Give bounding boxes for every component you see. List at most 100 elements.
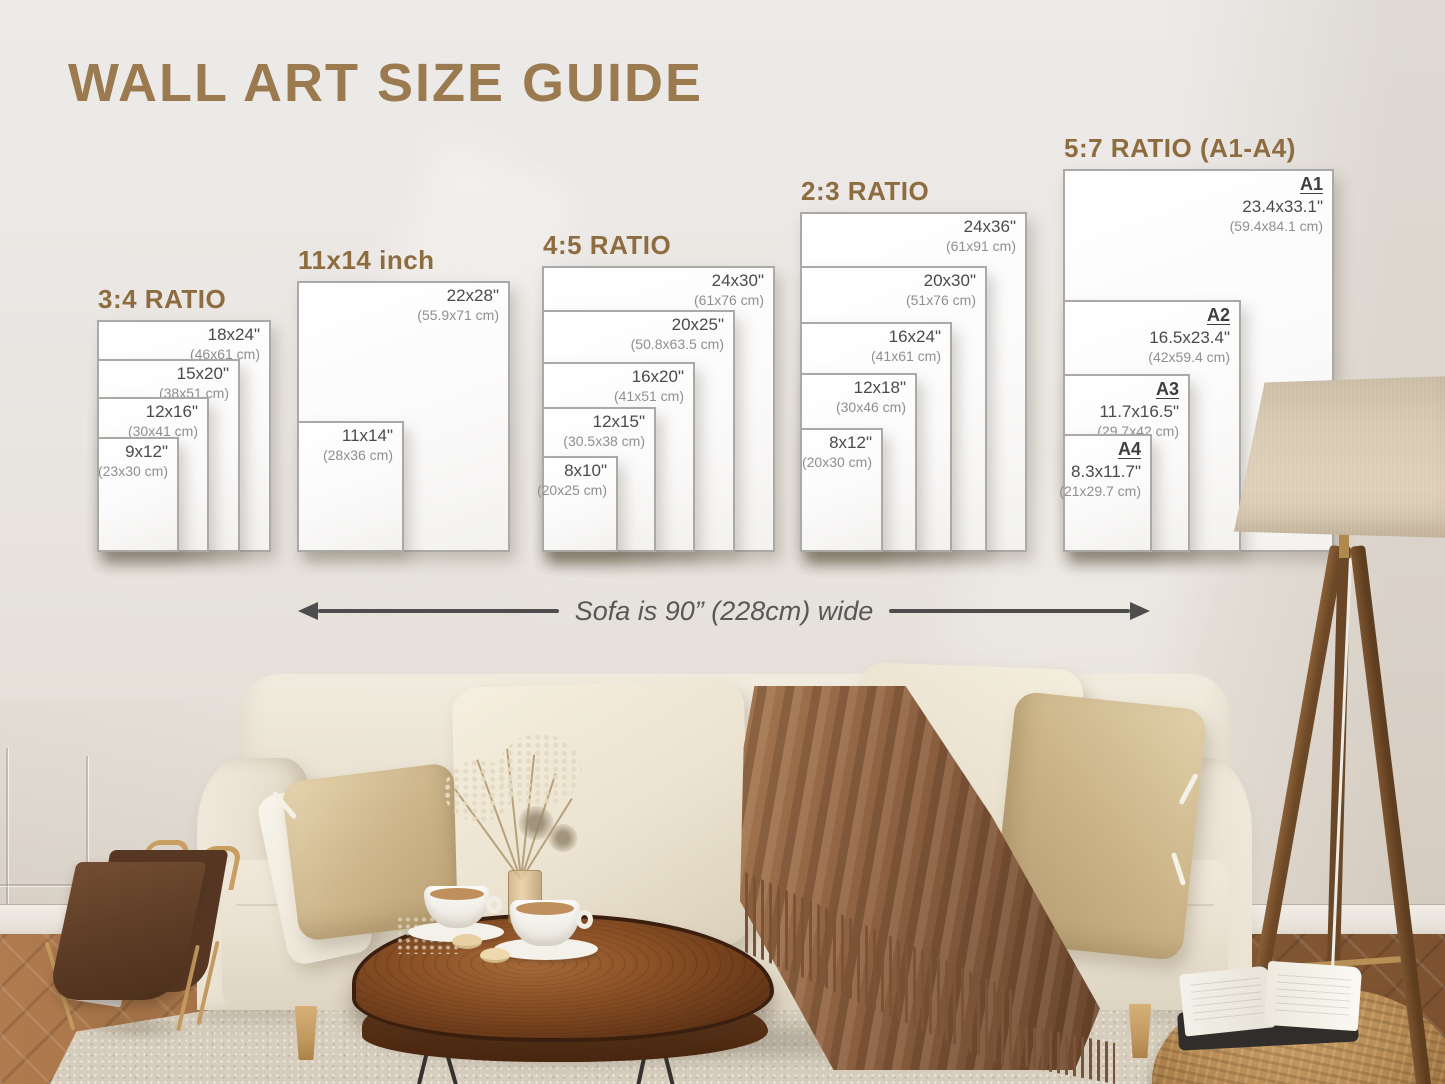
- frame-size-inches: 22x28": [446, 286, 499, 305]
- panel-4-5-ratio: 4:5 RATIO 24x30" (61x76 cm) 20x25" (50.8x63…: [537, 230, 775, 552]
- frame-label: 8x10" (20x25 cm): [537, 460, 607, 499]
- frame-label: A1 23.4x33.1" (59.4x84.1 cm): [1230, 173, 1323, 235]
- size-frame-9x12: 9x12" (23x30 cm): [97, 437, 179, 552]
- frame-label: 22x28" (55.9x71 cm): [417, 285, 499, 324]
- paper-size-tag: A1: [1299, 174, 1323, 194]
- dried-flower-puff: [498, 734, 582, 806]
- cup-handle: [576, 910, 593, 929]
- frame-label: 12x16" (30x41 cm): [128, 401, 198, 440]
- frame-size-cm: (46x61 cm): [189, 346, 260, 362]
- frame-size-inches: 11x14": [341, 426, 393, 445]
- size-frame-a4: A4 8.3x11.7" (21x29.7 cm): [1059, 434, 1152, 552]
- frame-size-cm: (50.8x63.5 cm): [630, 336, 724, 352]
- panel-2-3-ratio: 2:3 RATIO 24x36" (61x91 cm) 20x30" (51x76 c…: [800, 178, 1027, 552]
- frame-size-inches: 16x20": [631, 367, 684, 386]
- cup-handle: [486, 896, 502, 914]
- frame-size-inches: 8.3x11.7": [1071, 462, 1141, 481]
- frame-label: 24x36" (61x91 cm): [946, 216, 1016, 255]
- wainscot-groove: [6, 748, 8, 938]
- book-page: [1263, 960, 1363, 1032]
- frame-label: 18x24" (46x61 cm): [190, 324, 260, 363]
- frame-size-inches: 8x10": [564, 461, 607, 480]
- dimension-line: [889, 609, 1130, 613]
- frame-size-cm: (30.5x38 cm): [563, 433, 645, 449]
- frame-stack: 18x24" (46x61 cm) 15x20" (38x51 cm) 12x16" (3…: [97, 320, 271, 552]
- frame-size-cm: (55.9x71 cm): [417, 307, 499, 323]
- paper-size-tag: A4: [1117, 439, 1141, 459]
- panel-title: 3:4 RATIO: [98, 284, 227, 314]
- frame-size-inches: 12x16": [145, 402, 198, 421]
- sofa-width-annotation: Sofa is 90” (228cm) wide: [298, 590, 1150, 632]
- page-title: WALL ART SIZE GUIDE: [68, 53, 704, 113]
- lamp-finial: [1339, 530, 1349, 558]
- frame-size-inches: 12x15": [592, 412, 645, 431]
- frame-stack: A1 23.4x33.1" (59.4x84.1 cm) A2 16.5x23.4" (4…: [1059, 169, 1334, 552]
- wainscot-groove: [86, 756, 88, 938]
- frame-size-inches: 11.7x16.5": [1099, 402, 1179, 421]
- frame-stack: 24x36" (61x91 cm) 20x30" (51x76 cm) 16x24" (4…: [800, 212, 1027, 552]
- size-frame-8x10: 8x10" (20x25 cm): [537, 456, 618, 552]
- frame-label: A3 11.7x16.5" (29.7x42 cm): [1097, 378, 1179, 440]
- arrow-left-icon: [298, 602, 318, 620]
- panel-5-7-ratio-a1-a4: 5:7 RATIO (A1-A4) A1 23.4x33.1" (59.4x84.1…: [1059, 133, 1334, 552]
- frame-size-inches: 9x12": [125, 442, 168, 461]
- frame-size-cm: (30x41 cm): [127, 423, 198, 439]
- frame-size-inches: 16.5x23.4": [1149, 328, 1230, 347]
- frame-label: 24x30" (61x76 cm): [694, 270, 764, 309]
- panel-3-4-ratio: 3:4 RATIO 18x24" (46x61 cm) 15x20" (38x51 c…: [97, 286, 271, 552]
- size-frame-8x12: 8x12" (20x30 cm): [800, 428, 883, 552]
- frame-size-cm: (28x36 cm): [322, 447, 393, 463]
- paper-size-tag: A3: [1155, 379, 1179, 399]
- panel-title: 4:5 RATIO: [543, 230, 672, 260]
- frame-label: A4 8.3x11.7" (21x29.7 cm): [1059, 438, 1141, 500]
- panel-title: 2:3 RATIO: [801, 176, 930, 206]
- panel-title: 5:7 RATIO (A1-A4): [1064, 133, 1296, 163]
- book-page: [1179, 965, 1275, 1037]
- sofa-width-label: Sofa is 90” (228cm) wide: [574, 595, 874, 626]
- frame-size-cm: (41x51 cm): [613, 388, 684, 404]
- dimension-line: [318, 609, 559, 613]
- sofa-leg: [294, 1006, 318, 1060]
- frame-label: 12x18" (30x46 cm): [836, 377, 906, 416]
- saucer: [494, 938, 598, 960]
- frame-size-cm: (30x46 cm): [835, 399, 906, 415]
- frame-size-cm: (41x61 cm): [870, 348, 941, 364]
- frame-size-inches: 16x24": [888, 327, 941, 346]
- frame-size-cm: (20x30 cm): [801, 454, 872, 470]
- frame-size-inches: 24x36": [963, 217, 1016, 236]
- frame-size-cm: (61x91 cm): [945, 238, 1016, 254]
- frame-size-cm: (42x59.4 cm): [1148, 349, 1230, 365]
- frame-label: A2 16.5x23.4" (42x59.4 cm): [1148, 304, 1230, 366]
- frame-size-cm: (23x30 cm): [97, 463, 168, 479]
- frame-size-cm: (51x76 cm): [905, 292, 976, 308]
- panel-title: 11x14 inch: [298, 245, 435, 275]
- dandelion-head: [548, 824, 578, 852]
- frame-stack: 24x30" (61x76 cm) 20x25" (50.8x63.5 cm) 16x2…: [537, 266, 775, 552]
- panel-11x14-inch: 11x14 inch 22x28" (55.9x71 cm) 11x14" (28x3…: [297, 247, 510, 552]
- frame-stack: 22x28" (55.9x71 cm) 11x14" (28x36 cm): [297, 281, 510, 552]
- frame-size-inches: 23.4x33.1": [1242, 197, 1323, 216]
- size-frame-11x14: 11x14" (28x36 cm): [297, 421, 404, 552]
- frame-size-inches: 20x30": [923, 271, 976, 290]
- coffee: [430, 888, 484, 900]
- frame-size-inches: 8x12": [829, 433, 872, 452]
- sofa-leg: [1128, 1004, 1152, 1058]
- frame-size-inches: 18x24": [207, 325, 260, 344]
- wainscot-groove: [0, 884, 92, 886]
- frame-label: 16x24" (41x61 cm): [871, 326, 941, 365]
- frame-label: 16x20" (41x51 cm): [614, 366, 684, 405]
- frame-label: 20x30" (51x76 cm): [906, 270, 976, 309]
- macaron: [480, 948, 510, 963]
- frame-label: 8x12" (20x30 cm): [802, 432, 872, 471]
- frame-size-inches: 12x18": [853, 378, 906, 397]
- arrow-right-icon: [1130, 602, 1150, 620]
- frame-label: 9x12" (23x30 cm): [98, 441, 168, 480]
- frame-size-cm: (21x29.7 cm): [1059, 483, 1141, 499]
- frame-label: 20x25" (50.8x63.5 cm): [631, 314, 724, 353]
- coffee: [516, 902, 574, 915]
- frame-label: 12x15" (30.5x38 cm): [563, 411, 645, 450]
- frame-size-inches: 15x20": [176, 364, 229, 383]
- frame-size-cm: (59.4x84.1 cm): [1229, 218, 1323, 234]
- frame-size-inches: 24x30": [711, 271, 764, 290]
